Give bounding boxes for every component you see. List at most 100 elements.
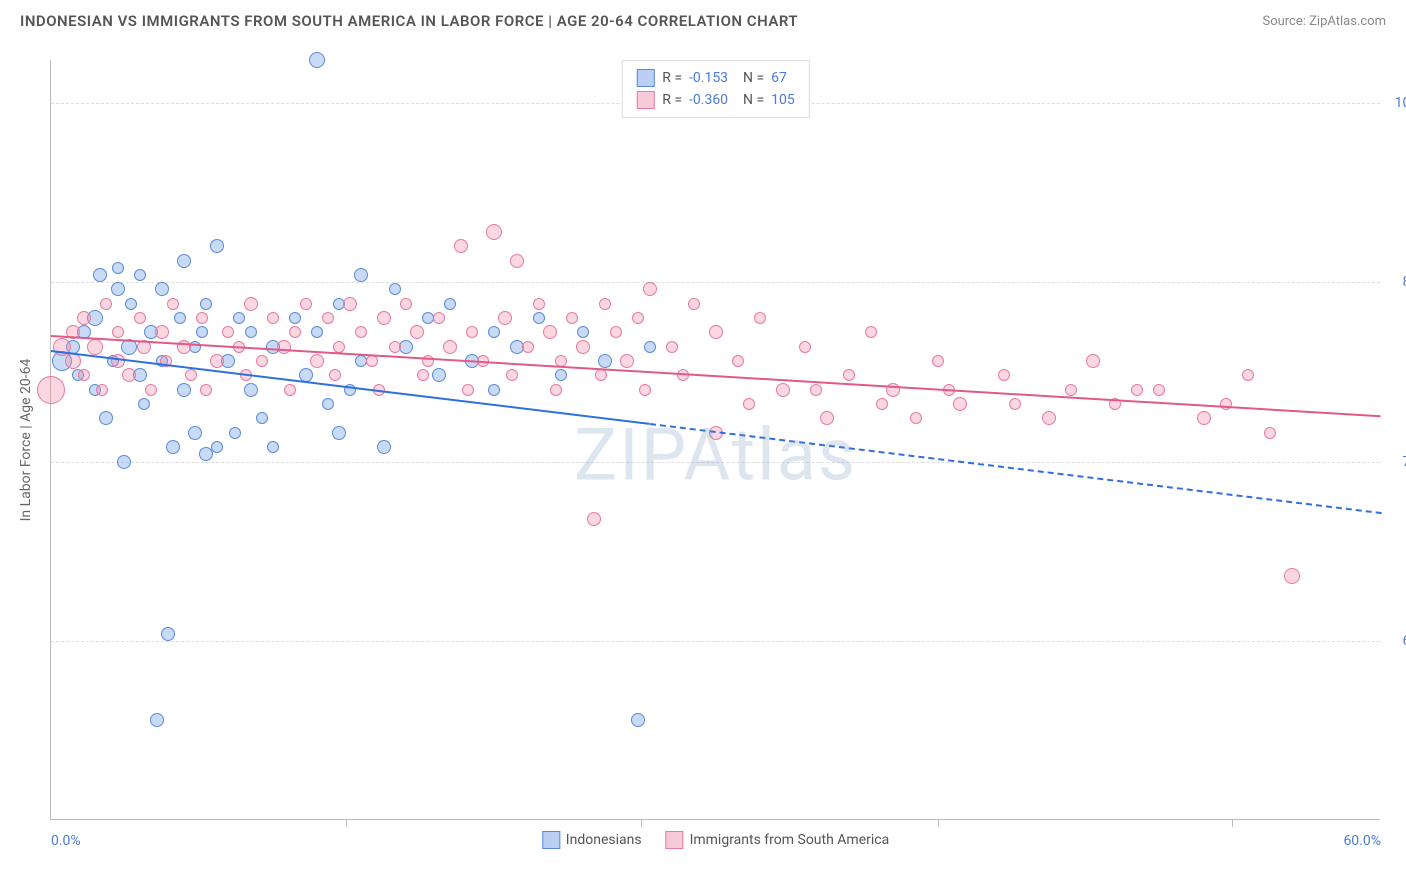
scatter-point	[112, 326, 124, 338]
legend-swatch	[636, 91, 654, 109]
legend-r-label: R = -0.153	[662, 67, 728, 89]
scatter-point	[533, 312, 545, 324]
scatter-point	[210, 239, 224, 253]
scatter-point	[343, 297, 357, 311]
scatter-point	[145, 384, 157, 396]
scatter-point	[533, 298, 545, 310]
scatter-point	[876, 398, 888, 410]
scatter-point	[444, 298, 456, 310]
scatter-point	[820, 411, 834, 425]
scatter-point	[245, 326, 257, 338]
legend-swatch	[636, 69, 654, 87]
scatter-point	[289, 312, 301, 324]
x-tick-mark	[346, 819, 347, 827]
scatter-point	[620, 354, 634, 368]
scatter-point	[355, 326, 367, 338]
scatter-point	[566, 312, 578, 324]
scatter-point	[510, 254, 524, 268]
legend-item: Indonesians	[542, 831, 642, 849]
scatter-point	[389, 283, 401, 295]
scatter-point	[185, 369, 197, 381]
scatter-point	[229, 427, 241, 439]
scatter-point	[1042, 411, 1056, 425]
scatter-point	[267, 441, 279, 453]
scatter-point	[311, 326, 323, 338]
scatter-point	[410, 325, 424, 339]
scatter-point	[677, 369, 689, 381]
scatter-point	[953, 397, 967, 411]
y-axis-label: In Labor Force | Age 20-64	[18, 359, 34, 522]
scatter-point	[550, 384, 562, 396]
scatter-point	[1009, 398, 1021, 410]
scatter-point	[932, 355, 944, 367]
scatter-point	[1197, 411, 1211, 425]
scatter-point	[709, 325, 723, 339]
scatter-point	[688, 298, 700, 310]
scatter-point	[754, 312, 766, 324]
scatter-point	[666, 341, 678, 353]
scatter-point	[96, 384, 108, 396]
scatter-point	[267, 312, 279, 324]
scatter-point	[366, 355, 378, 367]
y-tick-label: 100.0%	[1385, 95, 1406, 111]
x-tick-label: 60.0%	[1343, 833, 1381, 849]
legend-item: Immigrants from South America	[666, 831, 890, 849]
scatter-point	[555, 369, 567, 381]
scatter-point	[134, 312, 146, 324]
scatter-point	[506, 369, 518, 381]
scatter-point	[1242, 369, 1254, 381]
scatter-point	[177, 254, 191, 268]
scatter-point	[462, 384, 474, 396]
gridline	[51, 462, 1380, 463]
scatter-point	[610, 326, 622, 338]
x-tick-mark	[938, 819, 939, 827]
scatter-point	[100, 298, 112, 310]
scatter-point	[488, 384, 500, 396]
legend-swatch	[542, 831, 560, 849]
scatter-point	[150, 713, 164, 727]
scatter-point	[138, 398, 150, 410]
scatter-point	[639, 384, 651, 396]
scatter-point	[595, 369, 607, 381]
scatter-point	[632, 312, 644, 324]
scatter-point	[433, 312, 445, 324]
scatter-point	[244, 297, 258, 311]
scatter-point	[810, 384, 822, 396]
scatter-point	[37, 376, 65, 404]
scatter-point	[196, 312, 208, 324]
scatter-point	[93, 268, 107, 282]
legend-row: R = -0.153 N = 67	[636, 67, 794, 89]
scatter-point	[417, 369, 429, 381]
legend-row: R = -0.360 N = 105	[636, 89, 794, 111]
scatter-point	[111, 282, 125, 296]
scatter-point	[322, 312, 334, 324]
scatter-point	[454, 239, 468, 253]
x-tick-label: 0.0%	[51, 833, 81, 849]
scatter-point	[643, 282, 657, 296]
gridline	[51, 641, 1380, 642]
scatter-point	[587, 512, 601, 526]
scatter-point	[161, 627, 175, 641]
scatter-point	[399, 340, 413, 354]
legend-r-label: R = -0.360	[662, 89, 728, 111]
scatter-point	[166, 440, 180, 454]
scatter-point	[488, 326, 500, 338]
series-legend: Indonesians Immigrants from South America	[542, 831, 889, 849]
scatter-point	[211, 441, 223, 453]
scatter-point	[1284, 568, 1300, 584]
legend-n-label: N = 105	[736, 89, 795, 111]
scatter-point	[322, 398, 334, 410]
scatter-point	[732, 355, 744, 367]
scatter-point	[309, 52, 325, 68]
scatter-point	[77, 311, 91, 325]
scatter-point	[1264, 427, 1276, 439]
source-label: Source: ZipAtlas.com	[1262, 14, 1386, 29]
scatter-point	[99, 411, 113, 425]
x-tick-mark	[1232, 819, 1233, 827]
scatter-point	[78, 369, 90, 381]
scatter-point	[289, 326, 301, 338]
scatter-point	[117, 455, 131, 469]
y-tick-label: 62.5%	[1385, 633, 1406, 649]
scatter-point	[155, 325, 169, 339]
scatter-point	[332, 426, 346, 440]
